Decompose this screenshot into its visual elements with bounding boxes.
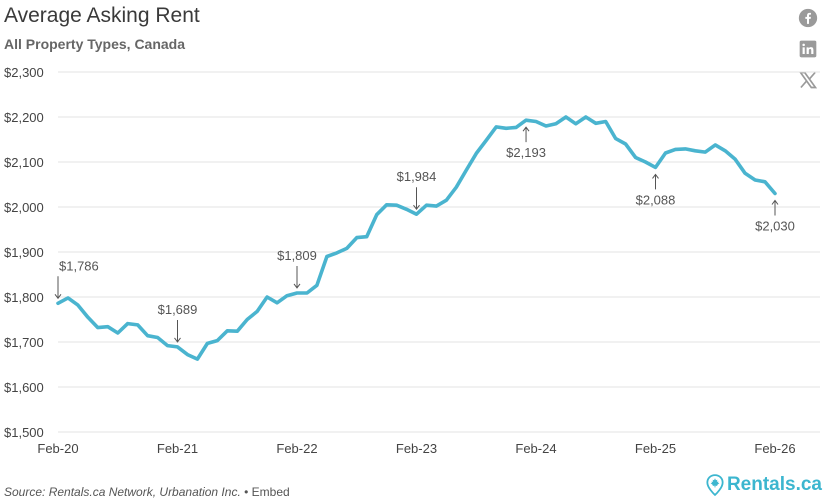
- series-line: [56, 115, 777, 361]
- x-tick-label: Feb-22: [276, 441, 317, 456]
- data-label: $1,809: [277, 248, 317, 263]
- line-chart: $1,500 $1,600 $1,700 $1,800 $1,900 $2,000 $2,1…: [4, 65, 820, 456]
- annotation-arrow: [174, 319, 181, 343]
- source-text: Source: Rentals.ca Network, Urbanation I…: [4, 485, 241, 499]
- embed-link[interactable]: Embed: [251, 485, 290, 499]
- annotation-arrow: [293, 265, 301, 289]
- x-tick-label: Feb-25: [635, 441, 676, 456]
- y-tick-label: $2,000: [4, 200, 44, 215]
- source-separator: •: [240, 485, 252, 499]
- data-label: $2,193: [506, 145, 546, 160]
- y-tick-label: $1,500: [4, 425, 44, 440]
- y-tick-label: $2,200: [4, 110, 44, 125]
- annotation-arrow: [522, 126, 530, 143]
- map-pin-icon: [706, 474, 724, 496]
- y-tick-label: $1,900: [4, 245, 44, 260]
- annotation-arrow: [652, 173, 659, 190]
- data-label: $2,030: [755, 219, 795, 234]
- x-tick-label: Feb-23: [396, 441, 437, 456]
- source-line: Source: Rentals.ca Network, Urbanation I…: [4, 485, 290, 499]
- x-tick-label: Feb-26: [754, 441, 795, 456]
- annotation-arrow: [413, 187, 420, 211]
- x-tick-label: Feb-24: [515, 441, 556, 456]
- x-tick-label: Feb-20: [37, 441, 78, 456]
- x-tick-label: Feb-21: [157, 441, 198, 456]
- brand-name: Rentals.ca: [726, 474, 822, 495]
- data-label: $1,984: [397, 169, 437, 184]
- facebook-icon[interactable]: [798, 8, 818, 28]
- y-tick-label: $1,800: [4, 290, 44, 305]
- chart-subtitle: All Property Types, Canada: [4, 36, 186, 52]
- y-tick-label: $2,100: [4, 155, 44, 170]
- y-tick-label: $2,300: [4, 65, 44, 80]
- brand-logo[interactable]: Rentals.ca: [706, 474, 822, 496]
- annotation-arrow: [54, 276, 62, 300]
- annotation-arrow: [771, 199, 779, 216]
- linkedin-icon[interactable]: [798, 39, 818, 59]
- data-label: $2,088: [636, 192, 676, 207]
- y-tick-label: $1,600: [4, 380, 44, 395]
- chart-title: Average Asking Rent: [4, 4, 200, 27]
- data-label: $1,786: [59, 258, 99, 273]
- social-share-bar: [798, 8, 820, 101]
- data-label: $1,689: [158, 302, 198, 317]
- y-tick-label: $1,700: [4, 335, 44, 350]
